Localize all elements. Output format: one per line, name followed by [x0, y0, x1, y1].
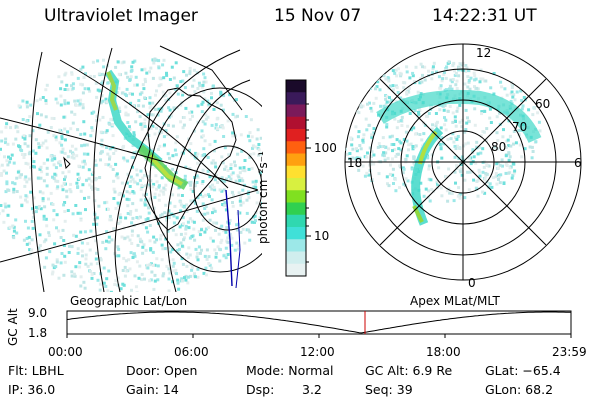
- polar-map: [344, 43, 582, 281]
- x-tick-0600: 06:00: [174, 345, 209, 359]
- gain-info: Gain: 14: [126, 382, 179, 397]
- dsp-label: Dsp:: [246, 382, 275, 397]
- right-panel-caption: Apex MLat/MLT: [410, 294, 500, 308]
- ip-info: IP: 36.0: [8, 382, 56, 397]
- colorbar-segment: [286, 178, 306, 191]
- colorbar-segment: [286, 80, 306, 93]
- geographic-map: [0, 45, 262, 292]
- mode-info: Mode: Normal: [246, 363, 334, 378]
- left-speckle: [0, 57, 262, 292]
- colorbar-tick-10: 10: [314, 229, 330, 243]
- filter-info: Flt: LBHL: [8, 363, 64, 378]
- colorbar-segment: [286, 227, 306, 240]
- altitude-ymax: 9.0: [28, 306, 48, 320]
- polar-grid: [345, 44, 581, 280]
- colorbar-segment: [286, 129, 306, 142]
- instrument-title: Ultraviolet Imager: [44, 6, 198, 26]
- door-info: Door: Open: [126, 363, 198, 378]
- left-panel-caption: Geographic Lat/Lon: [70, 294, 188, 308]
- altitude-curve: [66, 311, 572, 334]
- colorbar-segment: [286, 116, 306, 130]
- x-tick-0000: 00:00: [48, 345, 83, 359]
- island-outline: [63, 156, 71, 170]
- x-tick-1800: 18:00: [426, 345, 461, 359]
- seq-info: Seq: 39: [365, 382, 413, 397]
- gc-alt-info: GC Alt: 6.9 Re: [365, 363, 453, 378]
- mlt-label-6: 6: [574, 156, 582, 170]
- colorbar-segment: [286, 239, 306, 252]
- altitude-axis-label: GC Alt: [6, 308, 20, 346]
- colorbar-segment: [286, 251, 306, 265]
- altitude-plot: [66, 310, 572, 338]
- satellite-track: [225, 189, 233, 287]
- colorbar-segment: [286, 141, 306, 154]
- mlt-label-0: 0: [468, 276, 476, 290]
- colorbar-segment: [286, 153, 306, 167]
- color-bar: [286, 80, 306, 277]
- colorbar-segment: [286, 190, 306, 203]
- glon-info: GLon: 68.2: [485, 382, 554, 397]
- mlat-label-70: 70: [512, 120, 528, 134]
- latlon-grid: [0, 45, 262, 292]
- glat-info: GLat: −65.4: [485, 363, 561, 378]
- x-tick-2359: 23:59: [552, 345, 587, 359]
- mlt-label-18: 18: [347, 156, 363, 170]
- mlt-label-12: 12: [476, 46, 492, 60]
- time-label: 14:22:31 UT: [432, 6, 537, 26]
- colorbar-segment: [286, 202, 306, 216]
- colorbar-unit-label: photon cm⁻²s⁻¹: [256, 151, 270, 244]
- aurora-oval: [376, 89, 542, 144]
- mlat-label-80: 80: [491, 140, 507, 154]
- dsp-value: 3.2: [302, 382, 322, 397]
- colorbar-segment: [286, 92, 306, 105]
- colorbar-segment: [286, 214, 306, 228]
- mlat-label-60: 60: [535, 97, 551, 111]
- colorbar-segment: [286, 263, 306, 277]
- x-tick-1200: 12:00: [300, 345, 335, 359]
- date-label: 15 Nov 07: [274, 6, 362, 26]
- colorbar-segment: [286, 165, 306, 179]
- aurora-arc-2-core: [148, 154, 183, 186]
- colorbar-tick-100: 100: [314, 141, 337, 155]
- coastline: [144, 87, 237, 231]
- altitude-ymin: 1.8: [28, 326, 48, 340]
- colorbar-segment: [286, 104, 306, 118]
